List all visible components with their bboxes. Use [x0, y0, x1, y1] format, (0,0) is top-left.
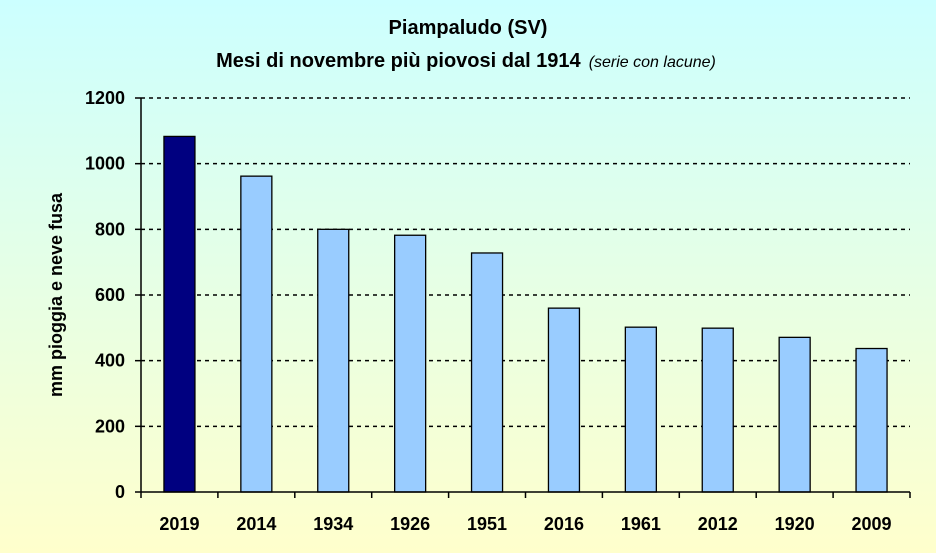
chart-subtitle-main: Mesi di novembre più piovosi dal 1914: [216, 50, 581, 72]
bar-1961: [624, 326, 657, 493]
bar-2019: [163, 135, 196, 493]
x-tick-label: 2014: [236, 514, 276, 534]
bars: [163, 135, 888, 493]
y-tick-label: 400: [95, 351, 125, 371]
y-axis-title: mm pioggia e neve fusa: [46, 192, 66, 397]
bar-1934: [317, 228, 350, 493]
x-tick-label: 1951: [467, 514, 507, 534]
bar-1951: [470, 252, 504, 493]
bar-1926: [393, 234, 427, 493]
y-tick-label: 600: [95, 285, 125, 305]
x-tick-label: 2016: [544, 514, 584, 534]
x-tick-label: 2009: [852, 514, 892, 534]
x-tick-label: 2012: [698, 514, 738, 534]
chart-subtitle-note: (serie con lacune): [589, 54, 716, 71]
y-tick-label: 200: [95, 416, 125, 436]
y-tick-label: 0: [115, 482, 125, 502]
bar-2014: [240, 175, 273, 493]
bar-2016: [547, 307, 581, 493]
x-tick-label: 1926: [390, 514, 430, 534]
x-tick-label: 1961: [621, 514, 661, 534]
chart-title: Piampaludo (SV): [389, 17, 548, 39]
x-tick-label: 2019: [159, 514, 199, 534]
x-tick-label: 1920: [775, 514, 815, 534]
bar-2009: [855, 347, 888, 493]
x-tick-label: 1934: [313, 514, 353, 534]
y-tick-label: 800: [95, 219, 125, 239]
bar-1920: [778, 336, 811, 493]
chart-subtitle: Mesi di novembre più piovosi dal 1914 (se…: [216, 50, 716, 72]
axes: [135, 97, 911, 498]
bar-2012: [701, 327, 734, 493]
y-tick-labels: 0 200 400 600 800 1000 1200: [85, 88, 125, 502]
x-tick-labels: 2019 2014 1934 1926 1951 2016 1961 2012 1920 2009: [159, 514, 891, 534]
y-tick-label: 1200: [85, 88, 125, 108]
y-tick-label: 1000: [85, 154, 125, 174]
